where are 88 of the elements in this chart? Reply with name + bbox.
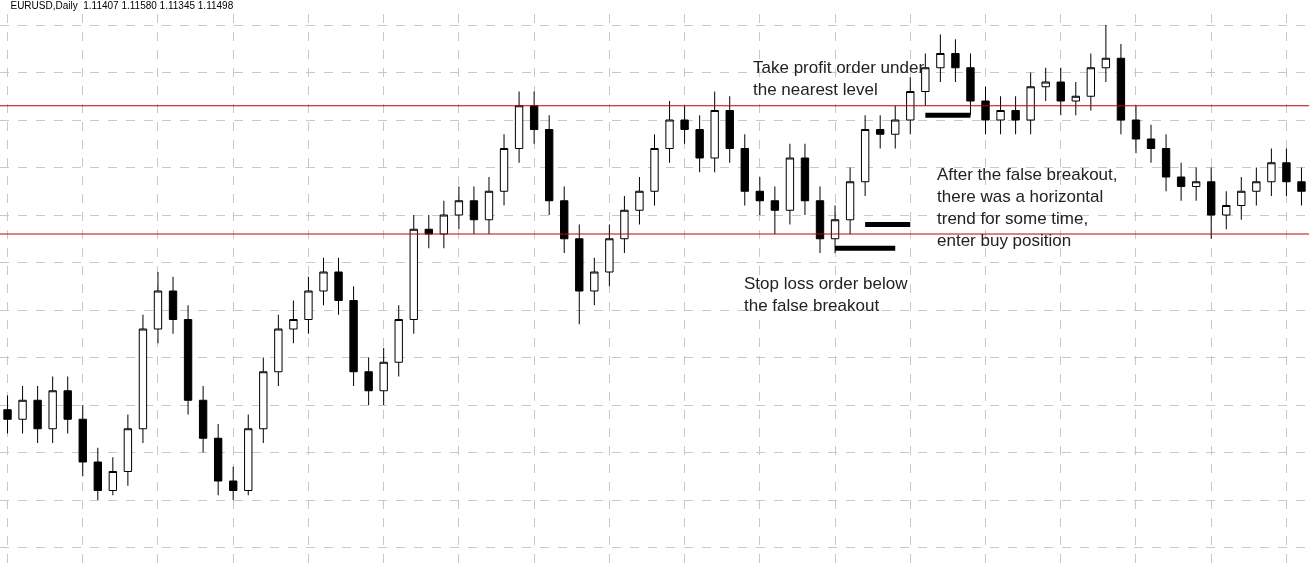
candlestick bbox=[800, 143, 810, 216]
candlestick bbox=[1056, 67, 1065, 116]
candlestick bbox=[635, 176, 644, 225]
candlestick bbox=[680, 105, 689, 145]
chart-title: EURUSD,Daily 1.11407 1.11580 1.11345 1.11498 bbox=[10, 0, 234, 11]
candlestick bbox=[650, 133, 659, 206]
candlestick bbox=[544, 114, 554, 216]
candlestick bbox=[575, 224, 584, 325]
candlestick bbox=[770, 186, 780, 235]
candlestick bbox=[63, 376, 72, 434]
candlestick bbox=[454, 186, 464, 230]
candlestick bbox=[213, 423, 223, 496]
candlestick bbox=[1041, 67, 1050, 102]
candlestick bbox=[936, 34, 945, 83]
candlestick bbox=[1086, 53, 1096, 111]
candlestick bbox=[665, 100, 674, 164]
candlestick bbox=[1146, 124, 1156, 164]
candlestick bbox=[78, 404, 87, 477]
candlestick bbox=[891, 105, 900, 149]
candlestick bbox=[499, 133, 509, 206]
candlestick bbox=[244, 414, 253, 496]
candlestick bbox=[981, 86, 990, 135]
candlestick bbox=[48, 376, 57, 444]
candlestick bbox=[153, 271, 163, 344]
candlestick bbox=[168, 276, 178, 335]
candlestick bbox=[1222, 190, 1231, 230]
candlestick bbox=[1191, 167, 1201, 202]
candlestick bbox=[1071, 81, 1080, 116]
candlestick bbox=[845, 167, 855, 235]
candlestick bbox=[695, 114, 704, 173]
candlestick bbox=[740, 133, 749, 206]
candlestick bbox=[1207, 167, 1216, 240]
candlestick bbox=[785, 143, 795, 225]
candlestick bbox=[33, 385, 42, 444]
candlestick bbox=[93, 447, 102, 501]
candlestick bbox=[906, 76, 915, 135]
candlestick bbox=[815, 186, 825, 254]
candlestick bbox=[1131, 105, 1141, 154]
candlestick bbox=[394, 304, 403, 377]
annotation: Take profit order under the nearest level bbox=[753, 58, 925, 100]
candlestick bbox=[529, 91, 539, 145]
candlestick bbox=[605, 224, 614, 287]
candlestick bbox=[304, 276, 313, 335]
candlestick bbox=[560, 186, 569, 254]
candlestick bbox=[138, 314, 148, 444]
candlestick bbox=[1101, 24, 1111, 83]
candlestick bbox=[439, 200, 449, 249]
candlestick bbox=[108, 456, 118, 496]
candlestick bbox=[590, 257, 599, 306]
candlestick bbox=[469, 186, 479, 235]
candlestick bbox=[424, 214, 433, 249]
candlestick bbox=[996, 95, 1005, 135]
candlestick bbox=[123, 414, 133, 487]
candlestick bbox=[319, 257, 328, 306]
candlestick bbox=[620, 195, 629, 254]
candlestick bbox=[18, 385, 27, 434]
candlestick bbox=[274, 314, 283, 387]
candlestick bbox=[198, 385, 208, 453]
candlestick bbox=[1282, 148, 1291, 197]
candlestick bbox=[860, 114, 870, 197]
candlestick bbox=[1267, 148, 1276, 197]
candlestick bbox=[1176, 162, 1186, 202]
candlestick bbox=[1237, 176, 1246, 221]
candlestick bbox=[289, 300, 298, 344]
candlestick bbox=[951, 38, 960, 83]
candlestick bbox=[349, 285, 358, 387]
candlestick bbox=[3, 395, 12, 434]
annotation: Stop loss order below the false breakout bbox=[744, 274, 909, 316]
candlestick bbox=[409, 214, 418, 335]
candlestick bbox=[725, 95, 734, 164]
candlestick bbox=[755, 176, 765, 216]
candlestick bbox=[876, 114, 885, 149]
candlestick bbox=[183, 304, 193, 415]
candlestick bbox=[1116, 43, 1126, 135]
candlestick bbox=[484, 176, 494, 235]
candlestick bbox=[514, 91, 524, 164]
candlestick bbox=[1297, 167, 1306, 206]
candlestick bbox=[259, 357, 268, 444]
candlestick bbox=[334, 257, 343, 316]
candlestick bbox=[1026, 72, 1035, 135]
candlestick bbox=[379, 347, 388, 406]
candlestick bbox=[1161, 133, 1171, 192]
candlestick bbox=[1011, 95, 1020, 135]
candlestick bbox=[710, 91, 719, 173]
candlestick bbox=[364, 357, 373, 406]
candlestick bbox=[1252, 167, 1261, 206]
candlestick bbox=[229, 466, 238, 501]
annotation: After the false breakout, there was a horizontal trend for some time, enter buy position bbox=[937, 165, 1118, 251]
